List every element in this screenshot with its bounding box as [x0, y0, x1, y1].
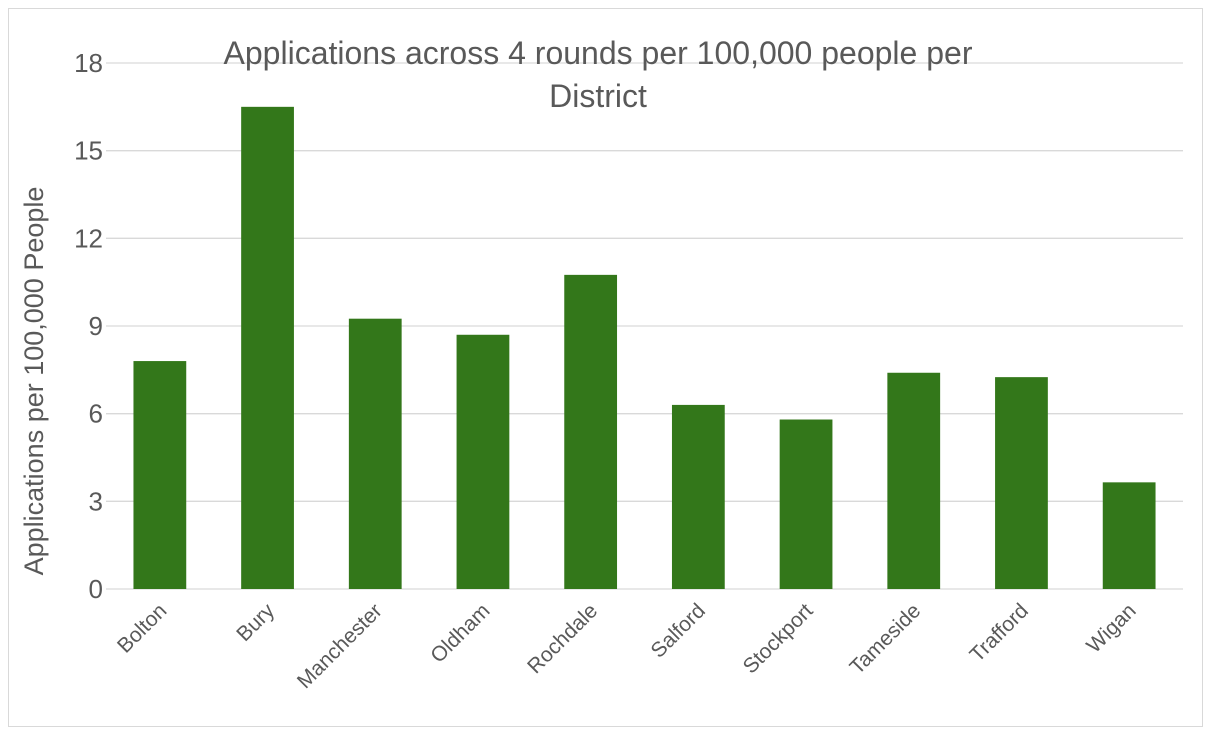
y-tick-label: 6: [89, 399, 103, 429]
x-tick-label: Trafford: [966, 599, 1033, 666]
y-tick-label: 18: [74, 48, 103, 78]
bar-trafford: [995, 377, 1048, 589]
bar-bury: [241, 106, 294, 589]
x-tick-label: Salford: [647, 599, 710, 662]
bar-wigan: [1102, 482, 1156, 589]
chart-title-line-1: Applications across 4 rounds per 100,000…: [224, 35, 973, 71]
x-tick-label: Tameside: [845, 599, 925, 679]
bar-manchester: [348, 318, 402, 589]
chart-title-line-2: District: [549, 78, 647, 114]
bar-rochdale: [564, 274, 618, 589]
bars: [133, 106, 1156, 589]
bar-salford: [671, 404, 725, 589]
y-tick-label: 15: [74, 136, 103, 166]
bar-oldham: [456, 334, 510, 589]
y-tick-label: 9: [89, 311, 103, 341]
y-tick-label: 0: [89, 574, 103, 604]
bar-stockport: [779, 419, 833, 589]
y-axis-title: Applications per 100,000 People: [19, 187, 49, 576]
x-tick-label: Rochdale: [523, 599, 602, 678]
x-tick-label: Bolton: [113, 599, 171, 657]
x-tick-label: Manchester: [293, 599, 387, 693]
bar-bolton: [133, 361, 187, 589]
x-axis-ticks: Bolton Bury Manchester Oldham Rochdale Salfor…: [113, 599, 1141, 693]
y-axis-ticks: 0 3 6 9 12 15 18: [74, 48, 103, 604]
bar-tameside: [887, 372, 941, 589]
x-tick-label: Wigan: [1082, 599, 1140, 657]
x-tick-label: Oldham: [426, 599, 494, 667]
x-tick-label: Bury: [232, 599, 279, 646]
y-tick-label: 12: [74, 223, 103, 253]
x-tick-label: Stockport: [739, 599, 818, 678]
y-tick-label: 3: [89, 486, 103, 516]
